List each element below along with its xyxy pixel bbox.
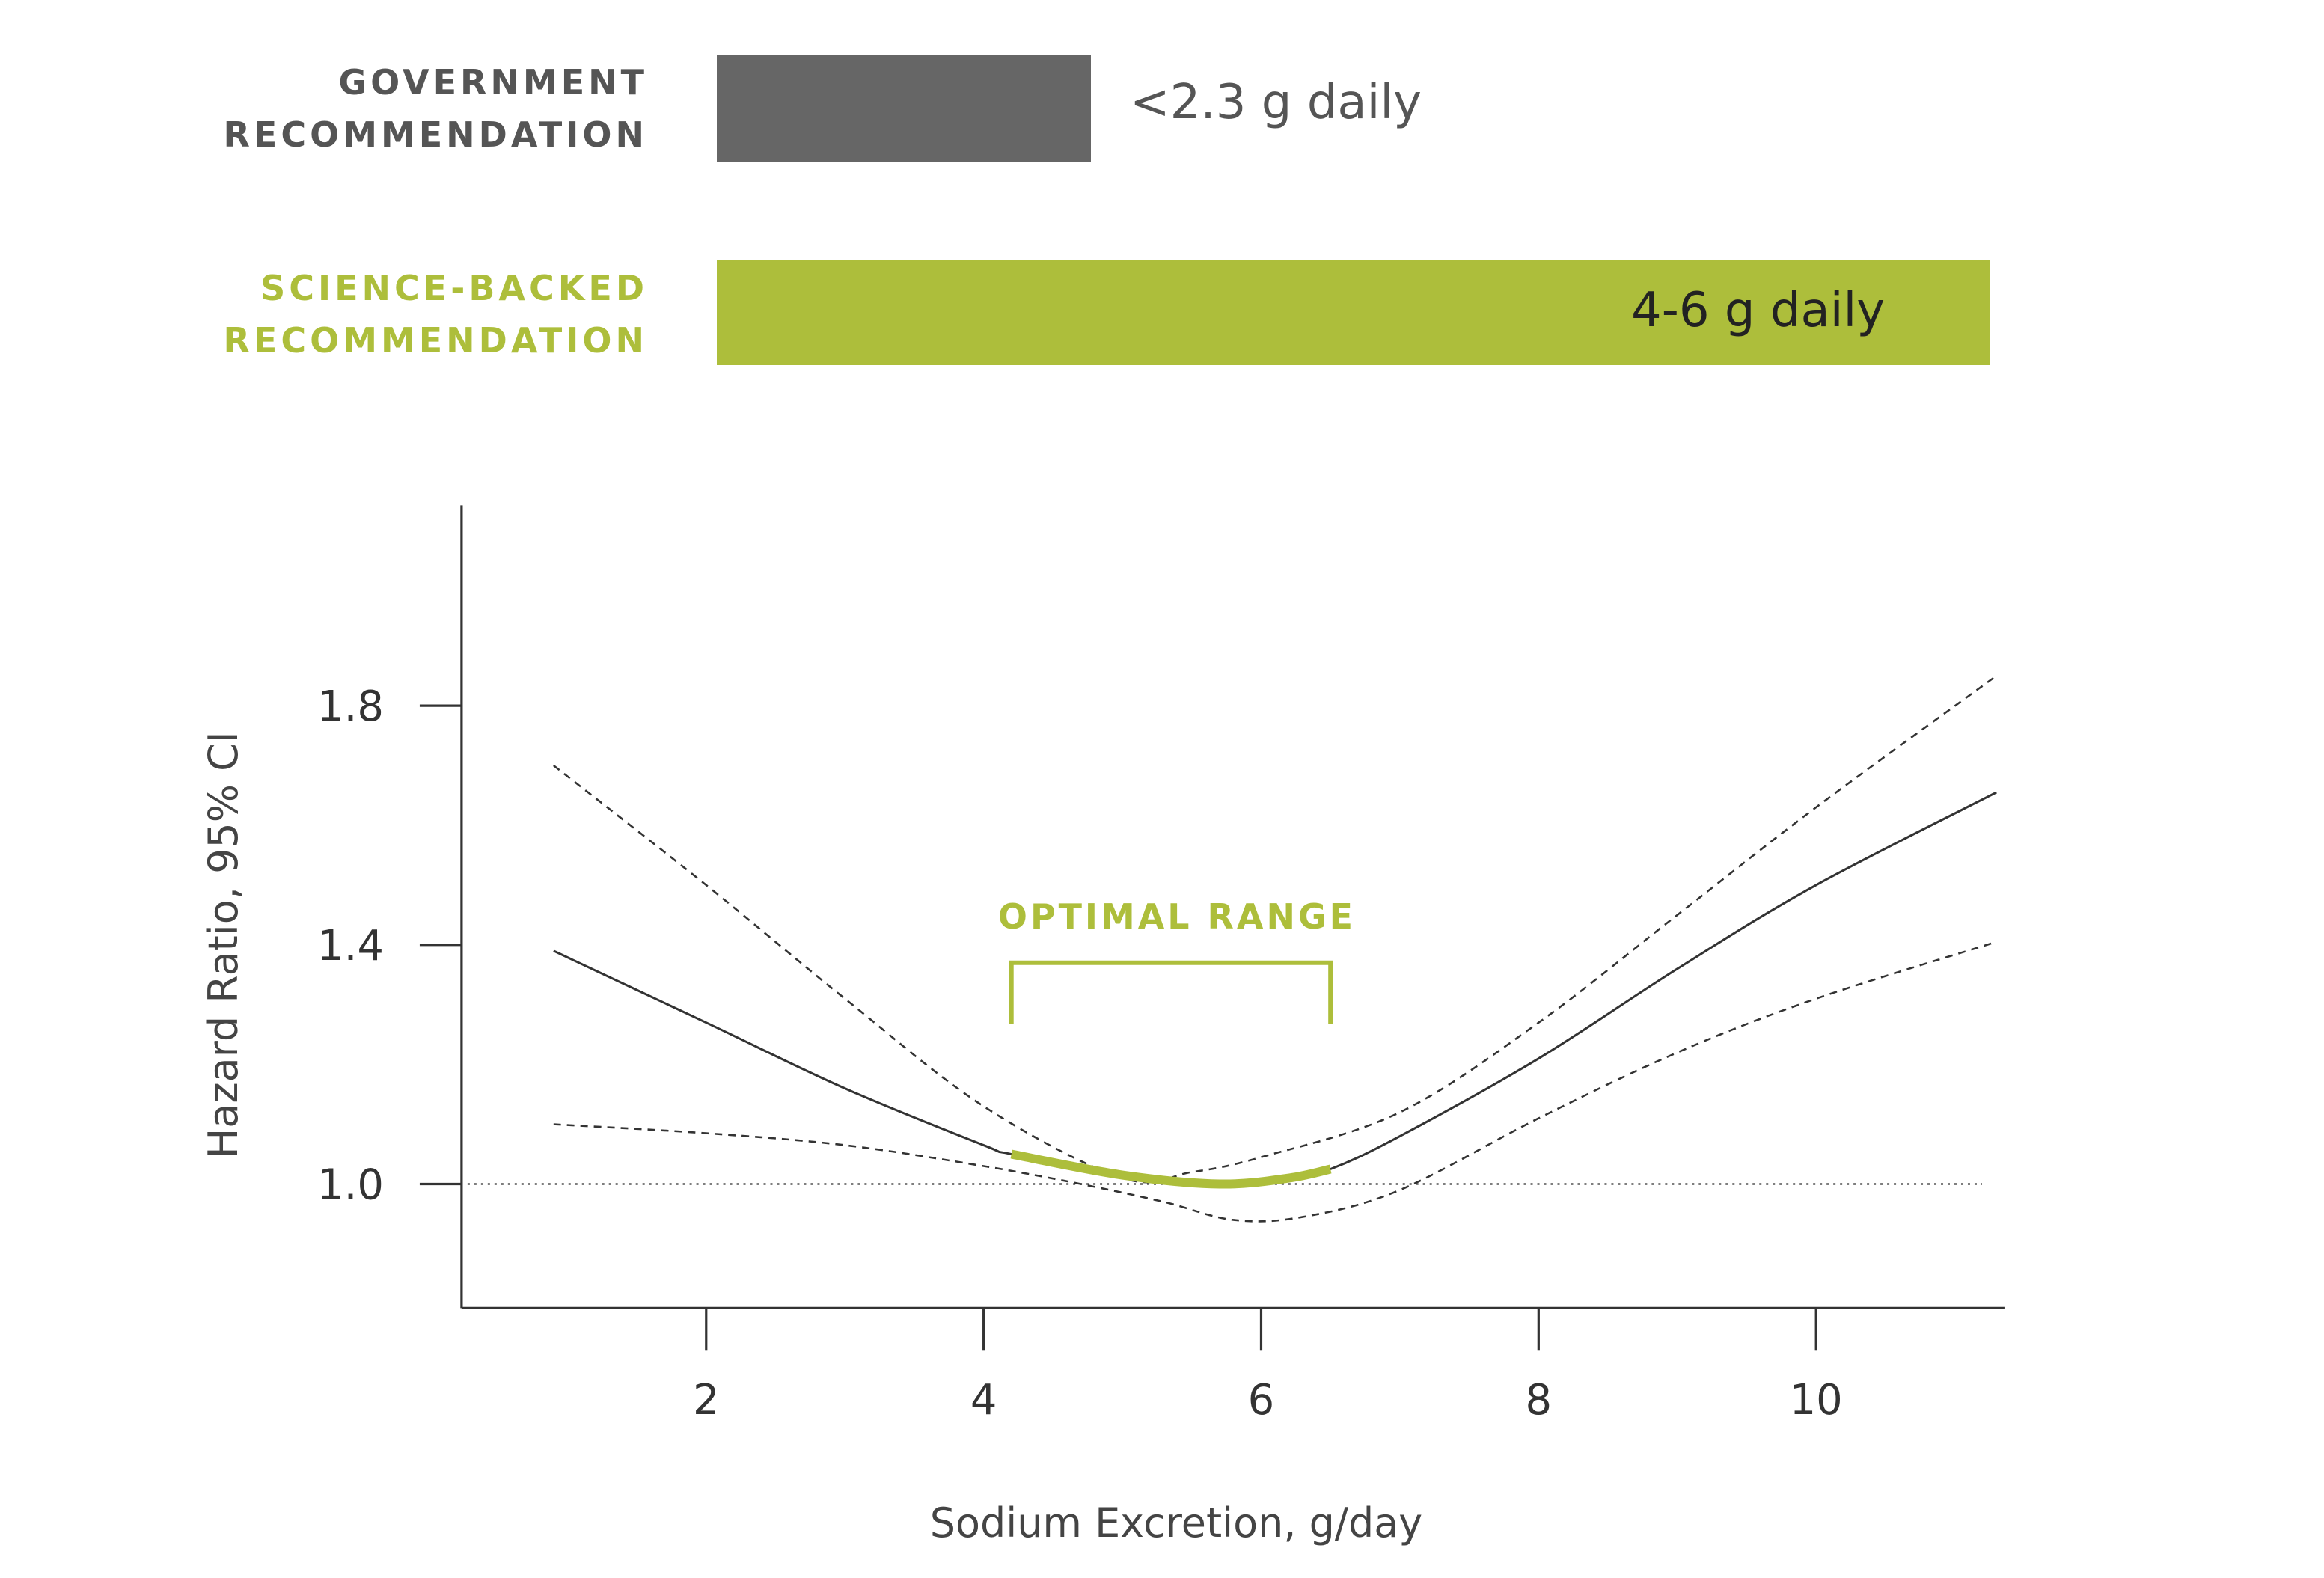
government-value: <2.3 g daily [1130, 75, 1422, 130]
science-label: SCIENCE-BACKED RECOMMENDATION [224, 262, 649, 367]
government-label: GOVERNMENT RECOMMENDATION [224, 56, 649, 161]
series-optimal-range [1010, 1149, 1332, 1189]
x-tick-label: 2 [693, 1376, 720, 1425]
science-label-line2: RECOMMENDATION [223, 320, 648, 361]
series-hazard-ratio [553, 791, 1997, 1186]
government-bar [717, 55, 1091, 162]
y-tick-label: 1.8 [317, 682, 384, 731]
optimal-range-label: OPTIMAL RANGE [998, 896, 1356, 937]
science-value: 4-6 g daily [1631, 283, 1886, 338]
science-bar [717, 260, 1990, 365]
x-tick-label: 4 [970, 1376, 997, 1425]
x-tick-label: 6 [1248, 1376, 1275, 1425]
series-lower-95-ci [553, 941, 1997, 1223]
y-tick-label: 1.4 [317, 922, 384, 970]
x-tick-label: 10 [1790, 1376, 1843, 1425]
science-label-line1: SCIENCE-BACKED [260, 268, 648, 308]
government-label-line1: GOVERNMENT [338, 62, 648, 103]
optimal-range-bracket [1009, 960, 1333, 1024]
series-upper-95-ci [553, 675, 1997, 1184]
y-tick-label: 1.0 [317, 1160, 384, 1209]
x-tick-label: 8 [1526, 1376, 1553, 1425]
government-label-line2: RECOMMENDATION [223, 114, 648, 155]
y-axis-label: Hazard Ratio, 95% CI [200, 731, 247, 1158]
x-axis-label: Sodium Excretion, g/day [930, 1499, 1422, 1547]
